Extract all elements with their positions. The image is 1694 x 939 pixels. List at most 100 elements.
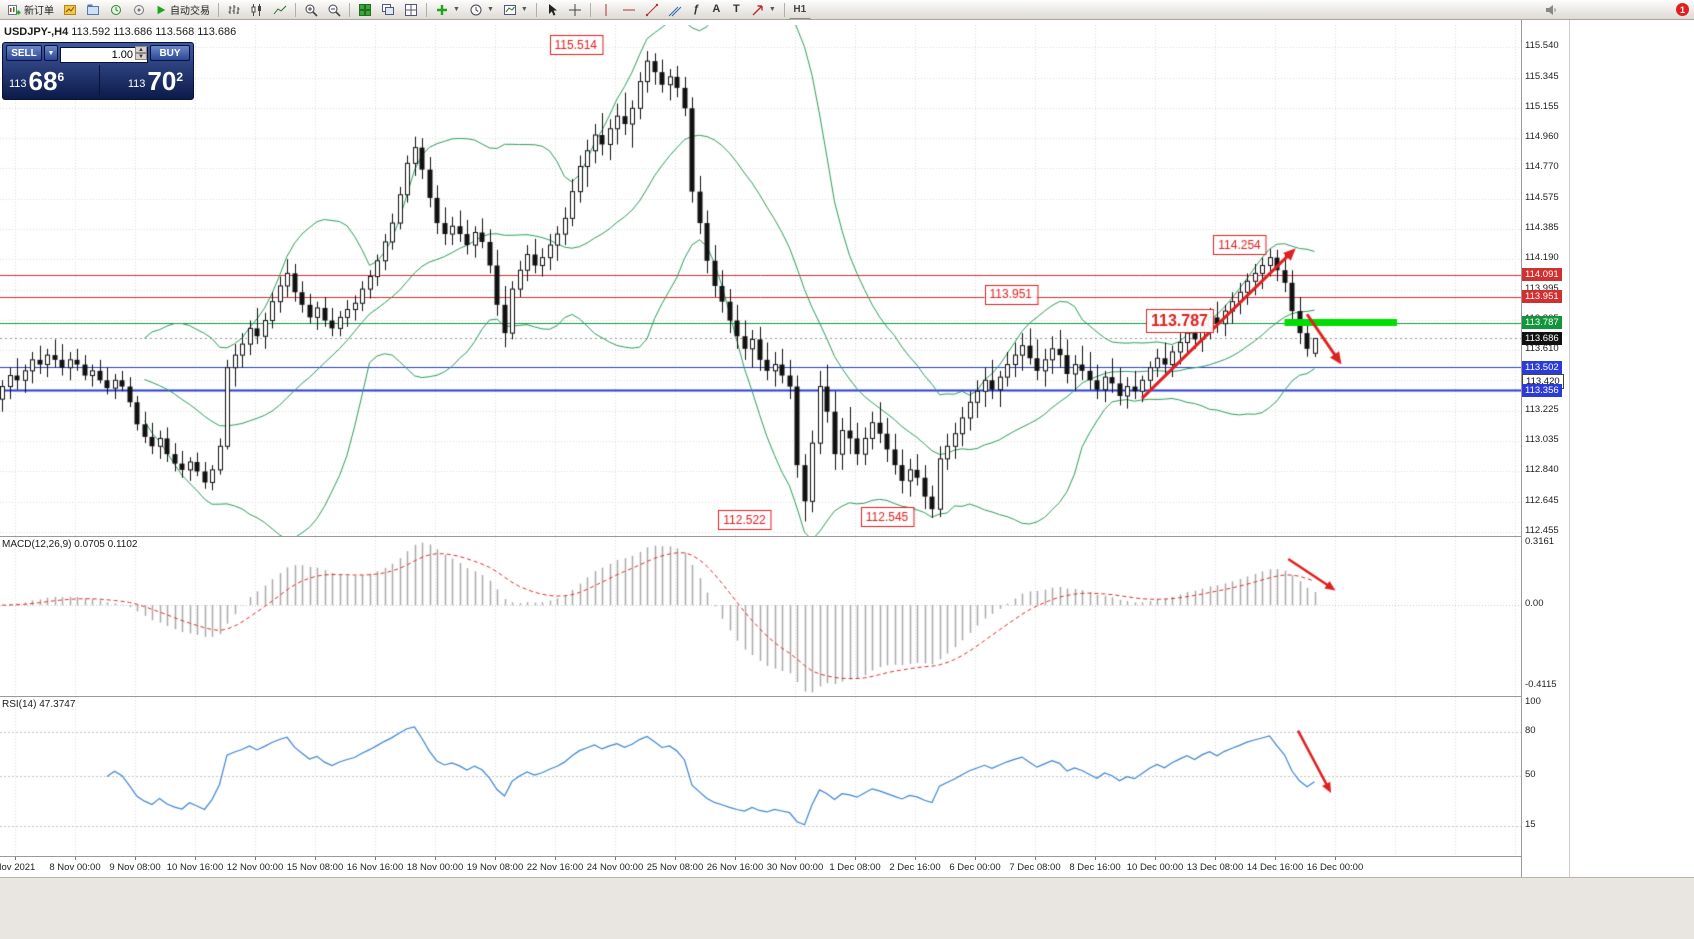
buy-small-button[interactable]: BUY [150,45,190,61]
macd-indicator-label: MACD(12,26,9) 0.0705 0.1102 [2,539,138,550]
price-tick: 114.385 [1525,221,1559,233]
time-tick-label: 10 Nov 16:00 [166,862,224,873]
sell-price-button[interactable]: 113 68 6 [3,68,64,94]
macd-scale-tick: 0.3161 [1525,536,1555,548]
toolbar: 新订单 自动交易 [0,0,1694,83]
periods-button[interactable]: ▼ [465,1,498,18]
time-tick-label: 8 Dec 16:00 [1069,862,1121,873]
sell-small-button[interactable]: SELL [6,45,42,61]
channel-button[interactable] [664,1,686,18]
dropdown-caret: ▼ [453,6,460,13]
volume-increase-button[interactable]: ▲ [135,46,147,53]
history-center-button[interactable] [128,1,150,18]
volume-input[interactable] [60,47,148,63]
profiles-button[interactable] [82,1,104,18]
autotrading-button[interactable]: 自动交易 [151,1,214,18]
time-tick-label: 26 Nov 16:00 [706,862,764,873]
autotrading-label: 自动交易 [170,6,210,17]
new-chart-button[interactable] [59,1,81,18]
new-order-button[interactable]: 新订单 [3,1,58,18]
time-tick-label: 24 Nov 00:00 [586,862,644,873]
template-icon [503,4,516,15]
price-tick: 115.155 [1525,100,1559,112]
time-axis-tick [1275,857,1276,860]
zoom-in-button[interactable] [300,1,322,18]
toolbar-separator [218,2,219,17]
price-tick: 113.995 [1525,282,1559,294]
refresh-button[interactable] [105,1,127,18]
cursor-icon [548,3,557,16]
new-order-label: 新订单 [24,6,54,17]
time-tick-label: 9 Nov 08:00 [109,862,161,873]
notification-badge[interactable]: 1 [1676,3,1689,16]
label-button[interactable]: T [727,1,746,18]
rsi-panel-canvas[interactable] [0,697,1521,855]
trade-widget-divider [99,65,100,95]
time-tick-label: 14 Dec 16:00 [1246,862,1304,873]
text-button[interactable]: A [707,1,726,18]
time-tick-label: 30 Nov 00:00 [766,862,824,873]
time-axis-tick [375,857,376,860]
fibonacci-icon: ƒ [693,3,700,15]
volume-decrease-button[interactable]: ▼ [135,53,147,60]
price-marker-113.502: 113.502 [1522,360,1562,374]
main-chart-canvas[interactable] [0,25,1521,537]
time-tick-label: 2 Dec 16:00 [889,862,941,873]
cascade-windows-icon [382,3,394,15]
time-axis-tick [735,857,736,860]
volume-field-wrap: ▲ ▼ [60,45,148,63]
bar-chart-icon [228,4,240,14]
time-axis[interactable]: Nov 2021 8 Nov 00:00 9 Nov 08:00 10 Nov 16:… [0,857,1521,877]
price-marker-113.686: 113.686 [1522,331,1562,345]
zoom-out-button[interactable] [323,1,345,18]
fibonacci-button[interactable]: ƒ [687,1,706,18]
macd-panel-canvas[interactable] [0,537,1521,695]
price-scale[interactable]: 115.540 115.345 115.155 114.960 114.770 114.5… [1522,20,1568,877]
time-axis-tick [915,857,916,860]
new-order-icon [8,4,21,15]
rsi-scale-tick: 15 [1525,819,1536,831]
macd-scale-tick: 0.00 [1525,598,1544,610]
candlestick-icon [251,3,261,16]
template-button[interactable]: ▼ [499,1,532,18]
cursor-button[interactable] [541,1,563,18]
sell-price-sup: 6 [57,70,65,84]
candlestick-chart-button[interactable] [246,1,268,18]
speaker-icon [1546,4,1556,15]
buy-price-button[interactable]: 113 70 2 [128,68,193,94]
panel-divider[interactable] [0,536,1521,537]
price-marker-113.951: 113.951 [1522,290,1562,304]
trendline-button[interactable] [641,1,663,18]
rsi-scale-tick: 100 [1525,696,1541,707]
bar-chart-button[interactable] [223,1,245,18]
panel-divider[interactable] [0,696,1521,697]
cascade-windows-button[interactable] [377,1,399,18]
arrows-tool-button[interactable]: ▼ [747,1,780,18]
buy-price-prefix: 113 [127,78,146,90]
history-icon [134,4,144,15]
buy-price-big: 70 [147,66,177,96]
time-tick-label: 1 Dec 08:00 [829,862,881,873]
arrange-windows-button[interactable] [400,1,422,18]
horizontal-line-button[interactable] [618,1,640,18]
line-chart-button[interactable] [269,1,291,18]
price-tick: 113.610 [1525,343,1559,355]
timeframe-button-h1[interactable]: H1 [789,1,811,18]
time-tick-label: 6 Dec 00:00 [949,862,1001,873]
vertical-line-button[interactable] [595,1,617,18]
text-icon: A [712,3,721,15]
add-indicator-button[interactable]: ▼ [431,1,464,18]
toolbar-separator [535,2,537,17]
tile-windows-icon [359,3,371,16]
line-chart-icon [273,5,287,14]
sell-price-prefix: 113 [9,78,27,90]
tile-windows-button[interactable] [354,1,376,18]
crosshair-button[interactable] [564,1,586,18]
toolbar-separator [295,2,296,17]
one-click-trading-widget: SELL ▼ ▲ ▼ BUY 113 68 6 113 70 [2,42,194,100]
alerts-button[interactable] [1540,1,1562,18]
price-tick: 114.190 [1525,252,1559,264]
trade-options-caret[interactable]: ▼ [44,45,58,61]
time-tick-label: 22 Nov 16:00 [526,862,584,873]
buy-price-sup: 2 [176,70,183,84]
